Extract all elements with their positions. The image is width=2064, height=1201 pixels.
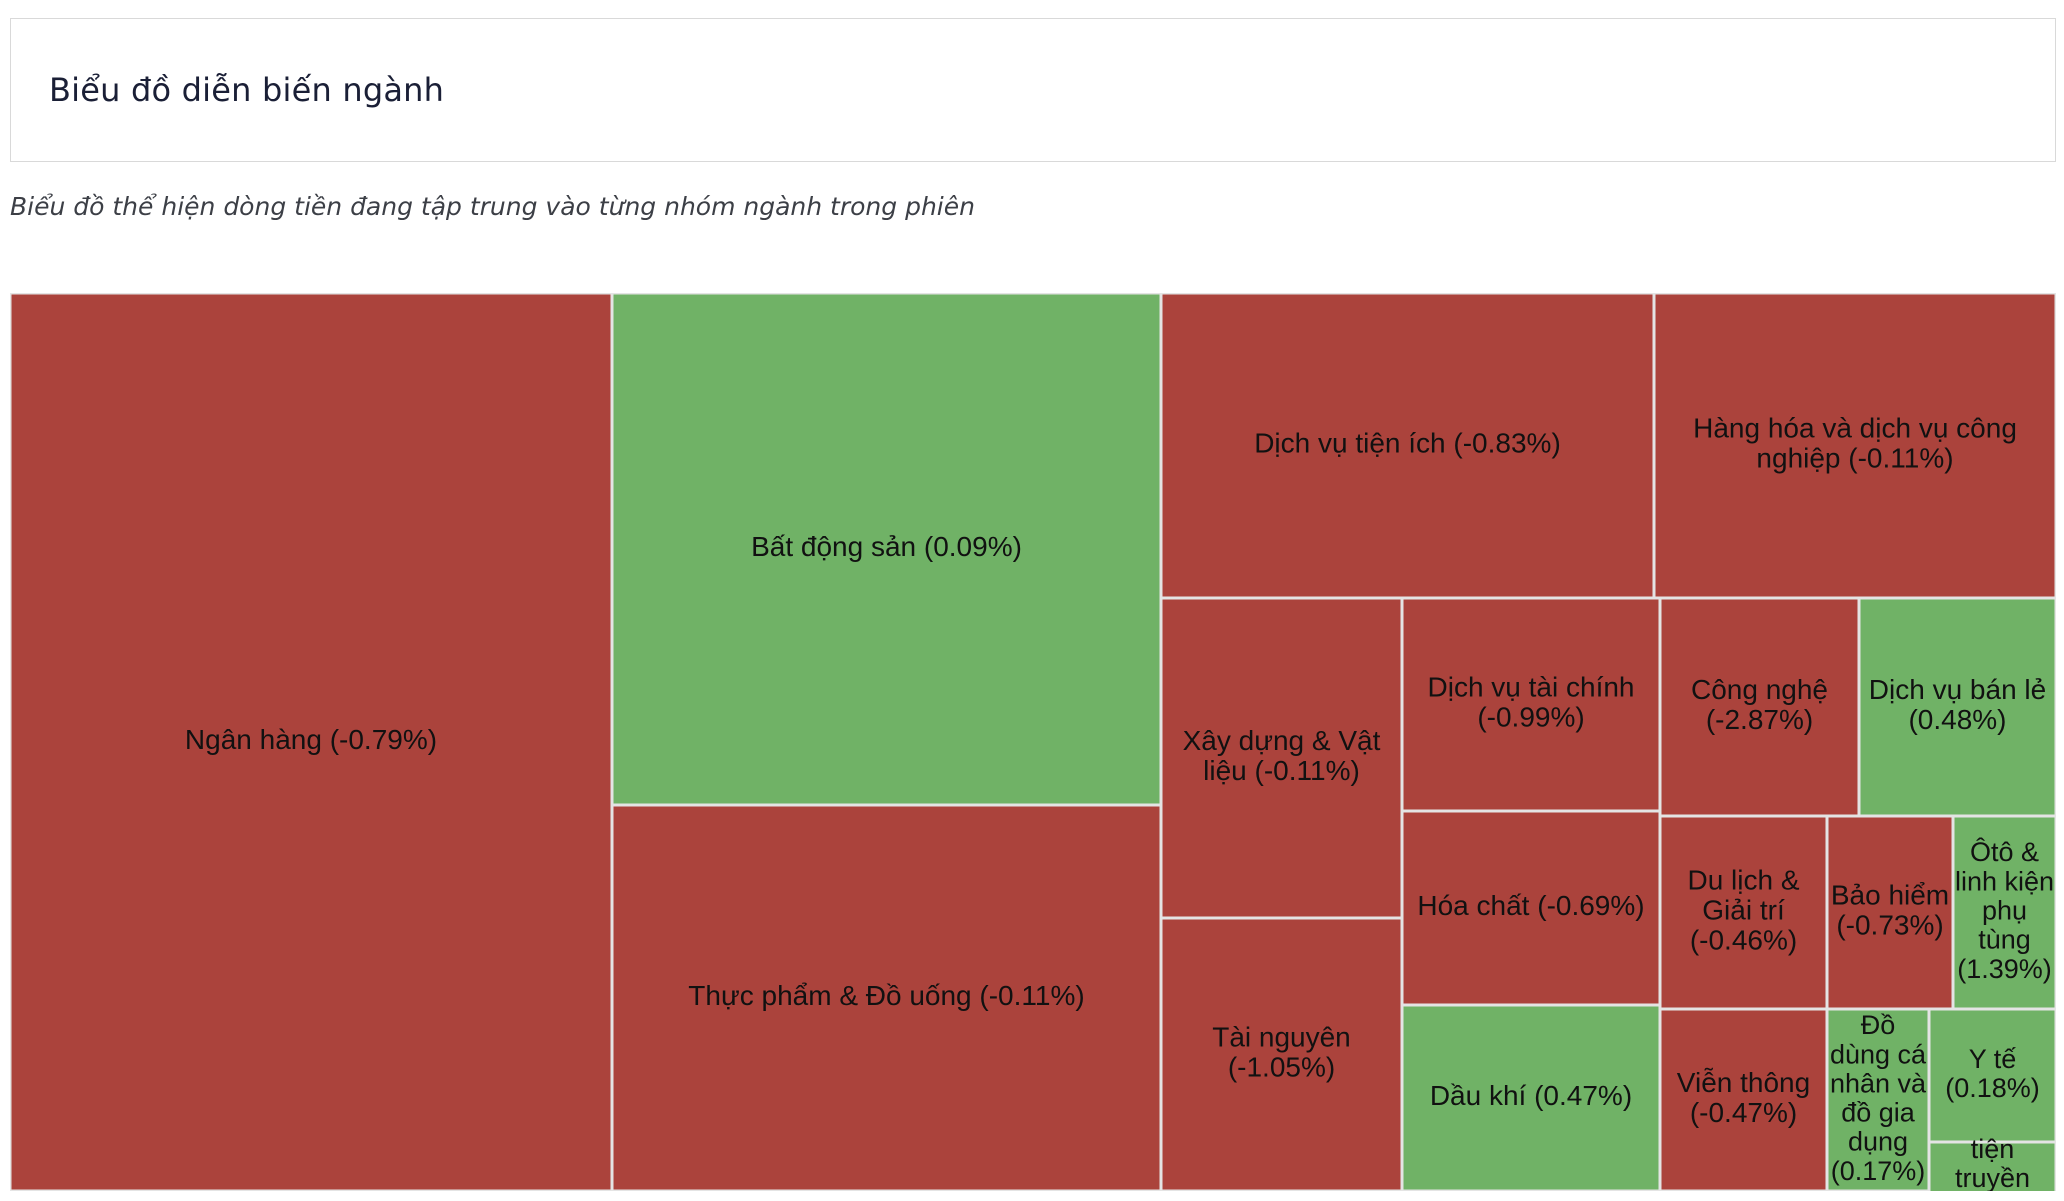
treemap-rect[interactable]: [1652, 293, 2056, 600]
chart-header: Biểu đồ diễn biến ngành: [10, 18, 2056, 162]
treemap-cell-tai-nguyen[interactable]: Tài nguyên (-1.05%): [1159, 916, 1404, 1191]
treemap-rect[interactable]: [1927, 1140, 2056, 1191]
treemap-label: Đồ dùng cá nhân và đồ gia dụng (0.17%): [1830, 1010, 1927, 1186]
treemap-rect[interactable]: [1159, 916, 1404, 1191]
treemap-cell-du-lich-giai-tri[interactable]: Du lịch & Giải trí (-0.46%): [1658, 814, 1829, 1011]
treemap-cell-ngan-hang[interactable]: Ngân hàng (-0.79%): [10, 293, 614, 1191]
treemap-cell-xay-dung-vat-lieu[interactable]: Xây dựng & Vật liệu (-0.11%): [1159, 596, 1404, 920]
treemap-cell-bao-hiem[interactable]: Bảo hiểm (-0.73%): [1825, 814, 1955, 1011]
treemap-rect[interactable]: [1927, 1007, 2056, 1144]
page-title: Biểu đồ diễn biến ngành: [49, 71, 445, 109]
treemap-label: Thực phẩm & Đồ uống (-0.11%): [688, 980, 1084, 1011]
treemap-rect[interactable]: [1400, 1003, 1662, 1191]
treemap-label: tiệntruyềnthông: [1955, 1134, 2030, 1191]
treemap-rect[interactable]: [1658, 1007, 1829, 1191]
treemap-label: Ngân hàng (-0.79%): [185, 724, 437, 755]
treemap-cell-dich-vu-tien-ich[interactable]: Dịch vụ tiện ích (-0.83%): [1159, 293, 1656, 600]
treemap-label: Tài nguyên (-1.05%): [1212, 1022, 1351, 1083]
treemap-rect[interactable]: [610, 803, 1163, 1191]
treemap-label: Bất động sản (0.09%): [751, 531, 1022, 562]
treemap-rect[interactable]: [1825, 814, 1955, 1011]
treemap-cell-do-dung-ca-nhan-va-do-gia-dung[interactable]: Đồ dùng cá nhân và đồ gia dụng (0.17%): [1825, 1007, 1931, 1191]
treemap-cell-cong-nghe[interactable]: Công nghệ (-2.87%): [1658, 596, 1861, 818]
treemap-label: Hóa chất (-0.69%): [1417, 890, 1644, 921]
treemap-cell-bat-dong-san[interactable]: Bất động sản (0.09%): [610, 293, 1163, 807]
treemap-rect[interactable]: [1159, 596, 1404, 920]
treemap-cell-dau-khi[interactable]: Dầu khí (0.47%): [1400, 1003, 1662, 1191]
sector-treemap: Ngân hàng (-0.79%) Bất động sản (0.09%) Th…: [10, 293, 2056, 1191]
treemap-rect[interactable]: [1400, 809, 1662, 1007]
treemap-label: Công nghệ (-2.87%): [1691, 674, 1828, 735]
treemap-cell-y-te[interactable]: Y tế (0.18%): [1927, 1007, 2056, 1144]
treemap-rect[interactable]: [1400, 596, 1662, 813]
treemap-cell-vien-thong[interactable]: Viễn thông (-0.47%): [1658, 1007, 1829, 1191]
treemap-label: Dịch vụ bán lẻ (0.48%): [1869, 674, 2046, 735]
treemap-rect[interactable]: [10, 293, 614, 1191]
treemap-label: Xây dựng & Vật liệu (-0.11%): [1183, 725, 1381, 786]
treemap-cell-oto-linh-kien-phu-tung[interactable]: Ôtô & linh kiện phụ tùng (1.39%): [1951, 814, 2056, 1011]
treemap-rect[interactable]: [1658, 814, 1829, 1011]
chart-subtitle: Biểu đồ thể hiện dòng tiền đang tập trun…: [10, 192, 975, 221]
treemap-rect[interactable]: [610, 293, 1163, 807]
treemap-label: Hàng hóa và dịch vụ công nghiệp (-0.11%): [1693, 413, 2017, 474]
treemap-label: Ôtô & linh kiện phụ tùng (1.39%): [1955, 836, 2054, 984]
treemap-label: Du lịch & Giải trí (-0.46%): [1687, 865, 1799, 956]
treemap-svg: Ngân hàng (-0.79%) Bất động sản (0.09%) Th…: [10, 293, 2056, 1191]
treemap-cell-phuong-tien-truyen-thong[interactable]: tiệntruyềnthông: [1927, 1134, 2056, 1191]
treemap-cell-dich-vu-tai-chinh[interactable]: Dịch vụ tài chính (-0.99%): [1400, 596, 1662, 813]
treemap-rect[interactable]: [1159, 293, 1656, 600]
treemap-rect[interactable]: [1951, 814, 2056, 1011]
treemap-cell-dich-vu-ban-le[interactable]: Dịch vụ bán lẻ (0.48%): [1857, 596, 2056, 818]
treemap-label: Y tế (0.18%): [1945, 1044, 2040, 1103]
treemap-label: Dịch vụ tiện ích (-0.83%): [1254, 428, 1561, 459]
treemap-label: Bảo hiểm (-0.73%): [1831, 880, 1949, 941]
treemap-label: Dầu khí (0.47%): [1430, 1080, 1632, 1111]
treemap-label: Dịch vụ tài chính (-0.99%): [1428, 672, 1635, 733]
treemap-label: Viễn thông (-0.47%): [1677, 1067, 1810, 1128]
treemap-cell-hoa-chat[interactable]: Hóa chất (-0.69%): [1400, 809, 1662, 1007]
treemap-cell-thuc-pham-do-uong[interactable]: Thực phẩm & Đồ uống (-0.11%): [610, 803, 1163, 1191]
treemap-cell-hang-hoa-va-dich-vu-cong-nghiep[interactable]: Hàng hóa và dịch vụ công nghiệp (-0.11%): [1652, 293, 2056, 600]
